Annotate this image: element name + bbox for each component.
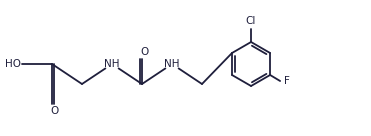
Text: NH: NH — [104, 59, 120, 69]
Text: Cl: Cl — [246, 16, 256, 26]
Text: HO: HO — [5, 59, 21, 69]
Text: NH: NH — [164, 59, 180, 69]
Text: F: F — [284, 76, 290, 86]
Text: O: O — [50, 106, 59, 116]
Text: O: O — [140, 47, 149, 57]
